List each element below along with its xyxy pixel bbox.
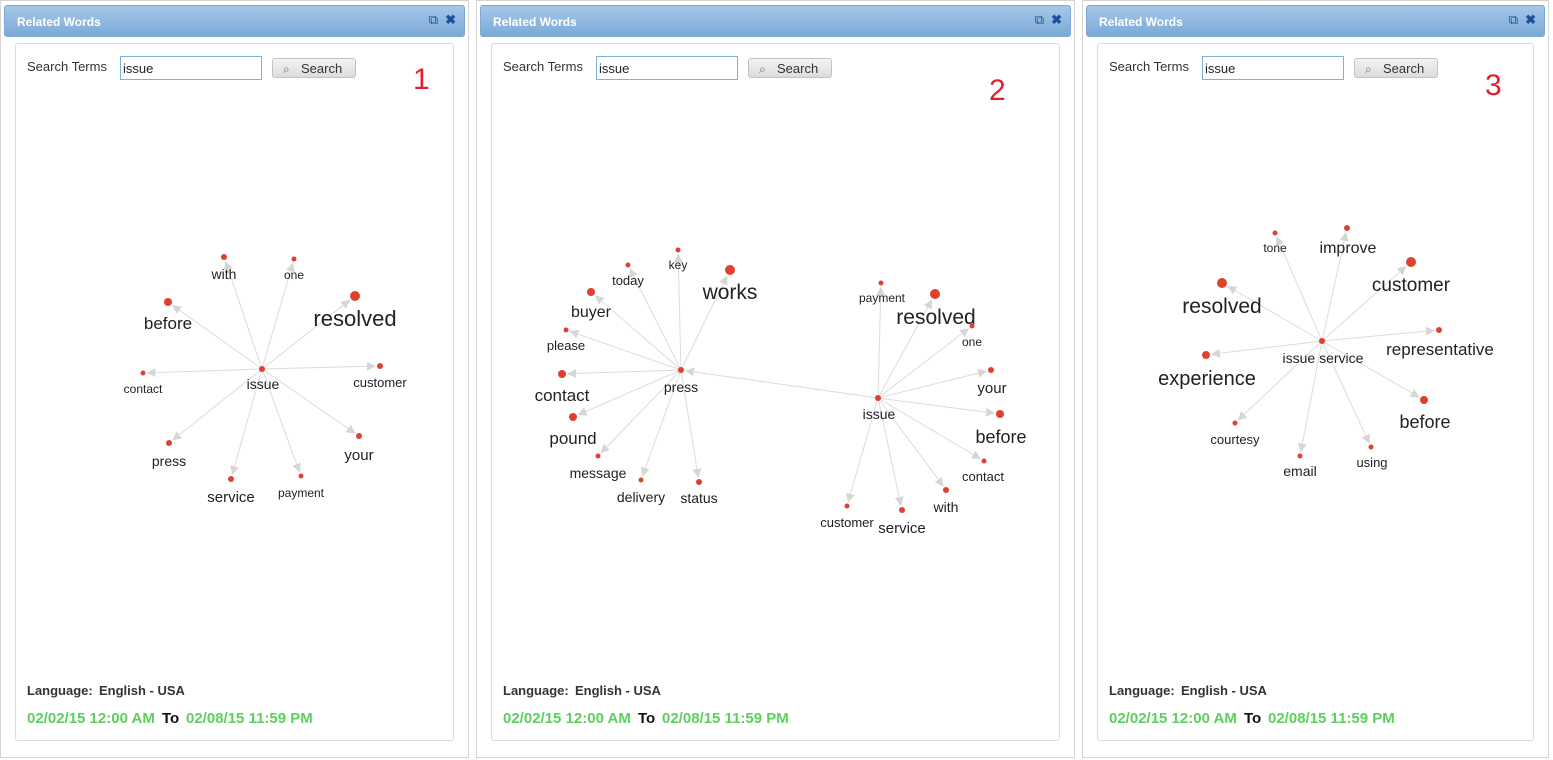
close-icon[interactable]: ✖ (1525, 12, 1536, 27)
date-to-label: To (162, 710, 180, 727)
magnifier-icon: ⌕ (1365, 62, 1372, 76)
related-words-panel-3: Related Words ⧉ ✖ Search Terms ⌕ Search … (1082, 0, 1549, 758)
date-to: 02/08/15 11:59 PM (186, 710, 313, 727)
magnifier-icon: ⌕ (283, 62, 290, 76)
panel-number-marker: 1 (413, 63, 430, 96)
language-value: English - USA (1181, 683, 1267, 698)
date-to-label: To (638, 710, 656, 727)
related-words-panel-2: Related Words ⧉ ✖ Search Terms ⌕ Search … (476, 0, 1075, 758)
search-button[interactable]: ⌕ Search (748, 58, 832, 78)
search-terms-label: Search Terms (503, 59, 583, 74)
panel-title: Related Words (17, 15, 101, 29)
search-button[interactable]: ⌕ Search (1354, 58, 1438, 78)
date-from: 02/02/15 12:00 AM (503, 710, 631, 727)
search-input[interactable] (596, 56, 738, 80)
search-button-label: Search (777, 61, 819, 76)
panel-content: Search Terms ⌕ Search 3 Language: Englis… (1097, 43, 1534, 741)
search-terms-label: Search Terms (27, 59, 107, 74)
date-from: 02/02/15 12:00 AM (27, 710, 155, 727)
panel-titlebar[interactable]: Related Words ⧉ ✖ (1086, 5, 1545, 37)
language-label: Language: (503, 683, 569, 698)
search-button-label: Search (301, 61, 343, 76)
language-label: Language: (27, 683, 93, 698)
date-to: 02/08/15 11:59 PM (662, 710, 789, 727)
panel-content: Search Terms ⌕ Search 1 Language: Englis… (15, 43, 454, 741)
close-icon[interactable]: ✖ (1051, 12, 1062, 27)
panel-title: Related Words (1099, 15, 1183, 29)
related-words-panel-1: Related Words ⧉ ✖ Search Terms ⌕ Search … (0, 0, 469, 758)
panel-content: Search Terms ⌕ Search 2 Language: Englis… (491, 43, 1060, 741)
language-label: Language: (1109, 683, 1175, 698)
panel-number-marker: 3 (1485, 69, 1502, 102)
language-value: English - USA (575, 683, 661, 698)
restore-window-icon[interactable]: ⧉ (1508, 12, 1518, 27)
panel-titlebar[interactable]: Related Words ⧉ ✖ (480, 5, 1071, 37)
search-input[interactable] (1202, 56, 1344, 80)
language-value: English - USA (99, 683, 185, 698)
panel-number-marker: 2 (989, 74, 1006, 107)
search-input[interactable] (120, 56, 262, 80)
date-to-label: To (1244, 710, 1262, 727)
date-from: 02/02/15 12:00 AM (1109, 710, 1237, 727)
search-button-label: Search (1383, 61, 1425, 76)
panel-titlebar[interactable]: Related Words ⧉ ✖ (4, 5, 465, 37)
panel-title: Related Words (493, 15, 577, 29)
date-to: 02/08/15 11:59 PM (1268, 710, 1395, 727)
search-button[interactable]: ⌕ Search (272, 58, 356, 78)
search-terms-label: Search Terms (1109, 59, 1189, 74)
magnifier-icon: ⌕ (759, 62, 766, 76)
close-icon[interactable]: ✖ (445, 12, 456, 27)
restore-window-icon[interactable]: ⧉ (1034, 12, 1044, 27)
restore-window-icon[interactable]: ⧉ (428, 12, 438, 27)
